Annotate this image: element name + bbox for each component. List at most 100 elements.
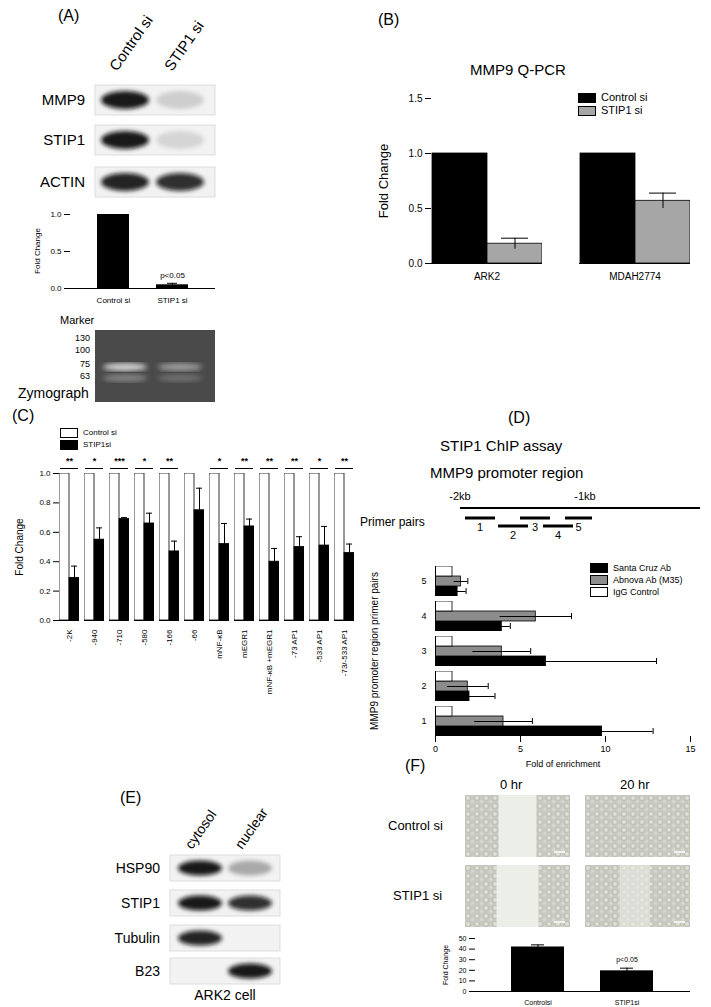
svg-text:Primer pairs: Primer pairs: [360, 515, 425, 529]
html-text:0 hr: 0 hr: [500, 777, 523, 792]
svg-text:mEGR1: mEGR1: [240, 629, 249, 658]
svg-text:MDAH2774: MDAH2774: [609, 271, 661, 282]
html-text:MMP9 Q-PCR: MMP9 Q-PCR: [470, 61, 566, 78]
svg-text:**: **: [291, 456, 299, 466]
svg-text:ARK2: ARK2: [474, 271, 501, 282]
svg-text:4: 4: [421, 611, 426, 621]
svg-text:1.5: 1.5: [409, 93, 423, 104]
svg-text:Marker: Marker: [60, 314, 95, 326]
svg-text:0.6: 0.6: [39, 528, 51, 537]
svg-text:2: 2: [421, 681, 426, 691]
svg-text:0.0: 0.0: [39, 616, 51, 625]
html-text:STIP1 si: STIP1 si: [393, 888, 443, 903]
svg-text:1.0: 1.0: [409, 148, 423, 159]
html-text:(C): (C): [12, 407, 35, 424]
svg-text:30: 30: [459, 956, 467, 963]
svg-text:*: *: [318, 456, 322, 466]
svg-text:1.0: 1.0: [39, 469, 51, 478]
svg-text:MMP9: MMP9: [42, 91, 85, 108]
svg-text:1.0: 1.0: [50, 210, 62, 219]
svg-text:0.8: 0.8: [39, 498, 51, 507]
svg-text:STIP1 si: STIP1 si: [157, 296, 187, 305]
html-text:(B): (B): [378, 11, 400, 28]
svg-text:*: *: [218, 456, 222, 466]
svg-text:-73 AP1: -73 AP1: [290, 629, 299, 658]
svg-text:0: 0: [433, 744, 438, 754]
html-text:(A): (A): [58, 7, 80, 24]
html-text:STIP1 ChIP assay: STIP1 ChIP assay: [440, 437, 563, 454]
svg-text:p<0.05: p<0.05: [160, 271, 185, 280]
html-text:Control si: Control si: [388, 818, 443, 833]
svg-text:mNF-κB: mNF-κB: [215, 630, 224, 659]
svg-text:STIP1 si: STIP1 si: [161, 18, 207, 74]
svg-text:1: 1: [477, 521, 483, 533]
html-text:20 hr: 20 hr: [620, 777, 650, 792]
svg-text:0.5: 0.5: [409, 203, 423, 214]
svg-text:5: 5: [421, 576, 426, 586]
svg-text:2: 2: [510, 529, 516, 541]
svg-text:0.0: 0.0: [50, 284, 62, 293]
svg-text:0.0: 0.0: [409, 258, 423, 269]
svg-text:15: 15: [685, 744, 695, 754]
svg-text:10: 10: [600, 744, 610, 754]
svg-text:5: 5: [518, 744, 523, 754]
svg-text:-580: -580: [140, 629, 149, 646]
svg-text:**: **: [341, 456, 349, 466]
svg-text:-1kb: -1kb: [574, 490, 595, 502]
svg-text:STIP1: STIP1: [121, 895, 160, 911]
svg-text:*: *: [93, 456, 97, 466]
svg-text:50: 50: [459, 935, 467, 942]
svg-text:3: 3: [532, 521, 538, 533]
svg-text:STIP1: STIP1: [43, 131, 85, 148]
svg-text:-166: -166: [165, 629, 174, 646]
svg-text:mNF-κB +mEGR1: mNF-κB +mEGR1: [265, 629, 274, 694]
svg-text:ARK2 cell: ARK2 cell: [194, 987, 255, 1003]
svg-text:cytosol: cytosol: [181, 807, 219, 852]
svg-text:10: 10: [459, 977, 467, 984]
html-text:(F): (F): [405, 757, 426, 774]
svg-text:1: 1: [421, 716, 426, 726]
svg-text:4: 4: [555, 529, 561, 541]
svg-text:-710: -710: [115, 629, 124, 646]
svg-text:-533 AP1: -533 AP1: [315, 629, 324, 662]
svg-text:-73/-533 AP1: -73/-533 AP1: [340, 629, 349, 676]
svg-text:*: *: [143, 456, 147, 466]
svg-text:130: 130: [75, 333, 90, 343]
html-text:(D): (D): [508, 409, 531, 426]
svg-text:63: 63: [80, 371, 90, 381]
svg-text:STIP1si: STIP1si: [615, 999, 640, 1006]
svg-text:ACTIN: ACTIN: [40, 173, 85, 190]
svg-text:***: ***: [114, 456, 125, 466]
svg-text:-940: -940: [90, 629, 99, 646]
svg-text:Zymograph: Zymograph: [18, 385, 89, 401]
svg-text:B23: B23: [135, 963, 160, 979]
svg-text:0.2: 0.2: [39, 587, 51, 596]
svg-text:**: **: [241, 456, 249, 466]
svg-text:-2K: -2K: [65, 629, 74, 642]
svg-text:0.5: 0.5: [50, 247, 62, 256]
svg-text:**: **: [266, 456, 274, 466]
html-text:Fold Change: Fold Change: [375, 143, 391, 218]
svg-text:nuclear: nuclear: [231, 805, 271, 852]
html-text:(E): (E): [120, 789, 142, 806]
svg-text:Fold of enrichment: Fold of enrichment: [526, 759, 601, 769]
svg-text:**: **: [66, 456, 74, 466]
svg-text:Control si: Control si: [97, 296, 131, 305]
svg-text:HSP90: HSP90: [116, 860, 161, 876]
svg-text:100: 100: [75, 345, 90, 355]
svg-text:5: 5: [575, 521, 581, 533]
svg-text:**: **: [166, 456, 174, 466]
svg-text:75: 75: [80, 359, 90, 369]
html-text:MMP9 promoter region: MMP9 promoter region: [430, 464, 584, 481]
svg-text:0.4: 0.4: [39, 557, 51, 566]
svg-text:3: 3: [421, 646, 426, 656]
svg-text:p<0.05: p<0.05: [616, 956, 638, 964]
svg-text:Controlsi: Controlsi: [524, 999, 552, 1006]
svg-text:40: 40: [459, 945, 467, 952]
svg-text:-2kb: -2kb: [449, 490, 470, 502]
svg-text:Tubulin: Tubulin: [115, 930, 160, 946]
svg-text:0: 0: [463, 988, 467, 995]
svg-text:20: 20: [459, 967, 467, 974]
svg-text:Control si: Control si: [106, 12, 156, 74]
svg-text:-66: -66: [190, 629, 199, 641]
